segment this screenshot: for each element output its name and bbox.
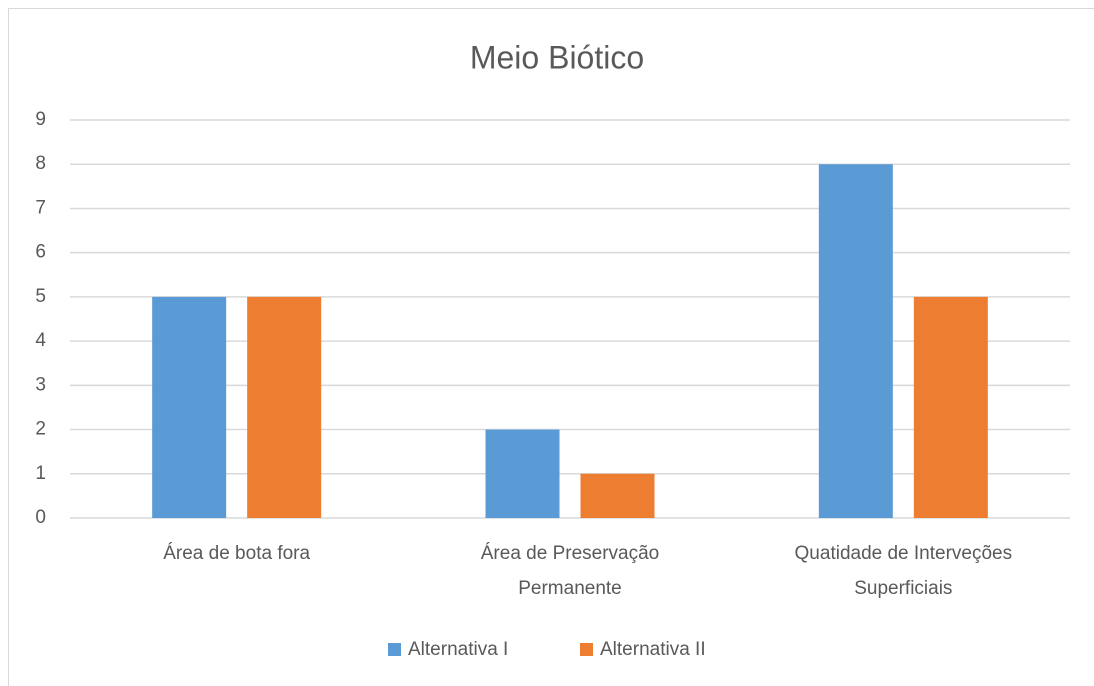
y-tick-label: 6 [35, 242, 46, 263]
y-tick-label: 7 [35, 197, 46, 218]
legend-label: Alternativa II [600, 639, 706, 660]
y-tick-label: 4 [35, 330, 46, 351]
bar [818, 164, 893, 518]
chart-title: Meio Biótico [470, 39, 644, 75]
x-tick-label: Quatidade de Interveções Superficiais [794, 543, 1013, 599]
y-tick-label: 2 [35, 419, 46, 440]
bar [913, 296, 988, 518]
x-tick-label: Área de bota fora [163, 543, 311, 564]
legend-swatch [388, 643, 401, 656]
bar [485, 429, 560, 518]
y-tick-label: 3 [35, 374, 46, 395]
y-tick-label: 1 [35, 463, 46, 484]
y-tick-label: 5 [35, 286, 46, 307]
bar [152, 296, 227, 518]
bar [247, 296, 322, 518]
bar [580, 473, 655, 518]
legend-label: Alternativa I [408, 639, 508, 660]
chart-border [8, 8, 1094, 686]
x-tick-label: Área de Preservação Permanente [480, 543, 660, 599]
y-tick-label: 9 [35, 109, 46, 130]
y-tick-label: 0 [35, 507, 46, 528]
legend-swatch [580, 643, 593, 656]
y-tick-label: 8 [35, 153, 46, 174]
